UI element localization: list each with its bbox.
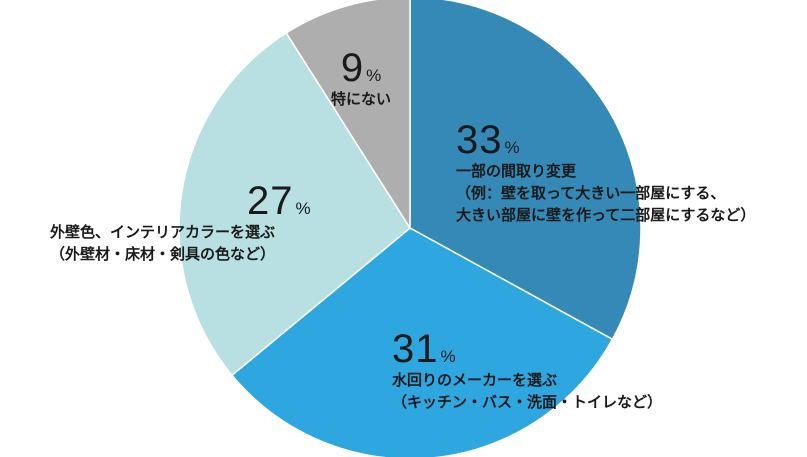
slice-unit-1: % (440, 347, 456, 366)
slice-label-2: 27% 外壁色、インテリアカラーを選ぶ （外壁材・床材・剣具の色など） (50, 181, 311, 265)
pie-slice-3 (285, 0, 411, 231)
pie-slice-1 (230, 227, 614, 457)
slice-label-0: 33% 一部の間取り変更 （例：壁を取って大きい一部屋にする、 大きい部屋に壁を… (456, 120, 755, 226)
slice-unit-3: % (366, 66, 382, 85)
slice-name-1: 水回りのメーカーを選ぶ (392, 371, 558, 389)
slice-unit-0: % (504, 138, 520, 157)
slice-detail-0-0: （例：壁を取って大きい一部屋にする、 (456, 184, 726, 202)
slice-value-0: 33 (456, 118, 503, 162)
slice-value-3: 9 (340, 46, 365, 90)
slice-name-3: 特にない (330, 90, 391, 108)
slice-detail-2-0: （外壁材・床材・剣具の色など） (50, 245, 276, 263)
slice-name-2: 外壁色、インテリアカラーを選ぶ (50, 223, 276, 241)
slice-label-1: 31% 水回りのメーカーを選ぶ （キッチン・バス・洗面・トイレなど） (392, 329, 662, 413)
slice-value-2: 27 (247, 179, 294, 223)
slice-detail-0-1: 大きい部屋に壁を作って二部屋にするなど） (456, 206, 756, 224)
slice-detail-1-0: （キッチン・バス・洗面・トイレなど） (392, 393, 663, 411)
slice-value-1: 31 (392, 327, 439, 371)
slice-unit-2: % (295, 199, 311, 218)
slice-name-0: 一部の間取り変更 (456, 162, 577, 180)
slice-label-3: 9% 特にない (326, 48, 396, 110)
pie-slice-0 (409, 0, 642, 341)
pie-slice-2 (178, 31, 411, 377)
